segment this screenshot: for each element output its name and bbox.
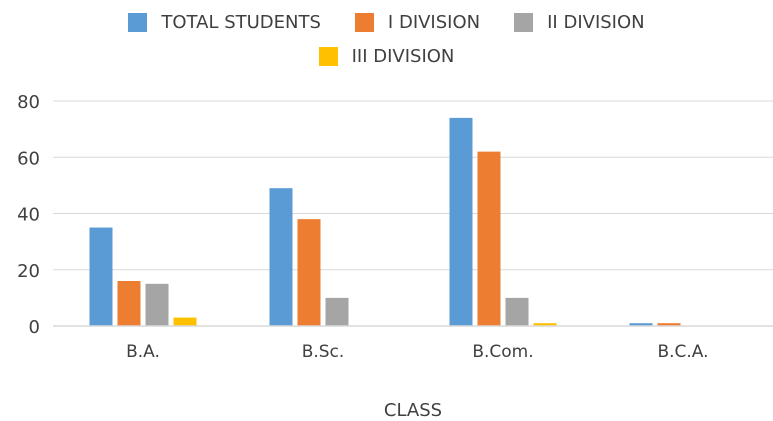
legend-item-i-division: I DIVISION xyxy=(354,12,481,33)
bar-total-students-bca xyxy=(629,323,653,326)
x-tick-label: B.Com. xyxy=(472,342,533,362)
bar-ii-division-ba xyxy=(145,283,169,326)
bar-total-students-bsc xyxy=(269,188,293,326)
bar-ii-division-bcom xyxy=(505,297,529,326)
legend-row-2: III DIVISION xyxy=(0,46,773,67)
bar-iii-division-bcom xyxy=(533,323,557,326)
legend-item-iii-division: III DIVISION xyxy=(318,46,455,67)
legend-swatch-ii-division xyxy=(514,13,534,32)
x-tick-label: B.A. xyxy=(126,342,160,362)
legend-item-total-students: TOTAL STUDENTS xyxy=(128,12,321,33)
x-tick-label: B.Sc. xyxy=(302,342,345,362)
legend-swatch-i-division xyxy=(354,13,374,32)
bar-total-students-bcom xyxy=(449,117,473,326)
bar-ii-division-bsc xyxy=(325,297,349,326)
y-tick-label: 0 xyxy=(29,317,40,338)
y-tick-label: 40 xyxy=(17,205,40,226)
y-tick-label: 80 xyxy=(17,92,40,113)
y-tick-label: 60 xyxy=(17,148,40,169)
legend-swatch-iii-division xyxy=(318,47,338,66)
legend-label-i-division: I DIVISION xyxy=(387,12,481,33)
legend-label-ii-division: II DIVISION xyxy=(547,12,645,33)
x-axis-title: CLASS xyxy=(384,400,442,421)
legend-label-iii-division: III DIVISION xyxy=(351,46,455,67)
bar-total-students-ba xyxy=(89,227,113,326)
bar-iii-division-ba xyxy=(173,317,197,326)
bar-i-division-bsc xyxy=(297,219,321,326)
legend-row-1: TOTAL STUDENTS I DIVISION II DIVISION xyxy=(0,12,773,33)
legend-swatch-total-students xyxy=(128,13,148,32)
legend-label-total-students: TOTAL STUDENTS xyxy=(161,12,321,33)
x-tick-label: B.C.A. xyxy=(657,342,708,362)
legend-item-ii-division: II DIVISION xyxy=(514,12,645,33)
bar-i-division-ba xyxy=(117,281,141,326)
bar-i-division-bcom xyxy=(477,151,501,326)
y-tick-label: 20 xyxy=(17,261,40,282)
bar-i-division-bca xyxy=(657,323,681,326)
